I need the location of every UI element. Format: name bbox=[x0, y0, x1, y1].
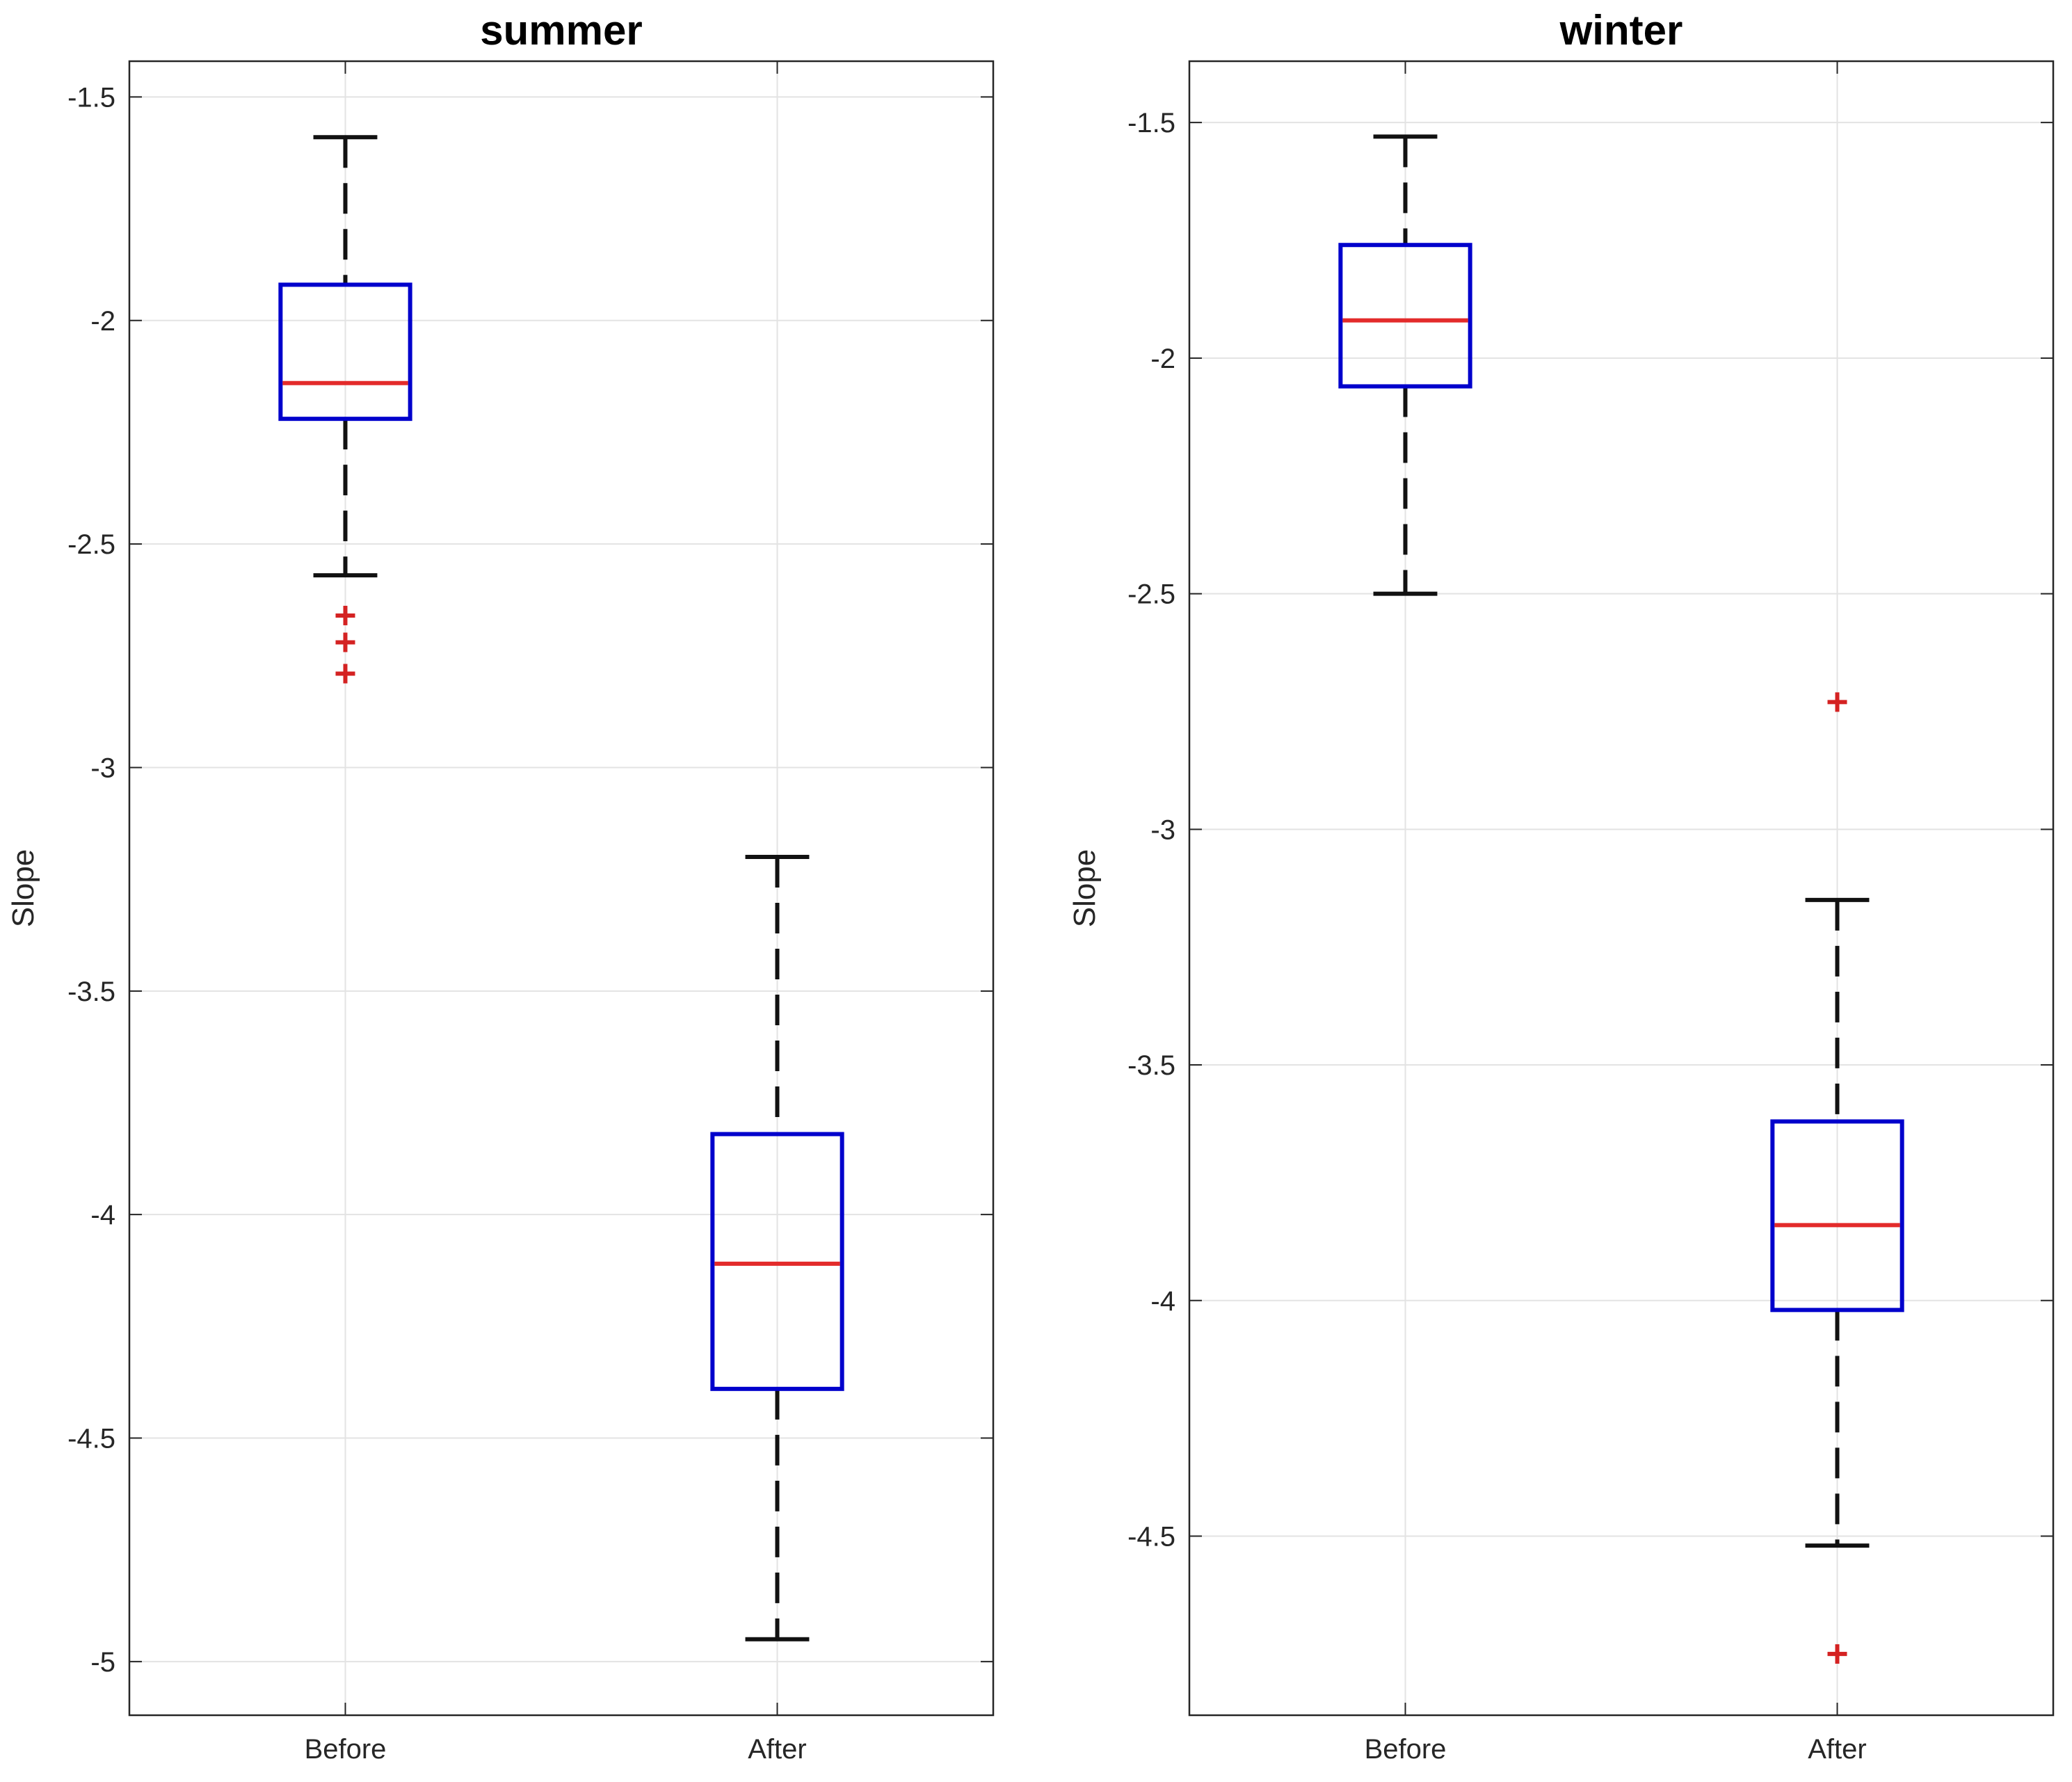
summer-ytick-label: -5 bbox=[90, 1647, 115, 1678]
winter-after-box bbox=[1770, 1119, 1904, 1313]
summer-axes-frame bbox=[128, 60, 995, 1717]
winter-after-outlier bbox=[1827, 1644, 1847, 1664]
winter-ytick-label: -4 bbox=[1150, 1286, 1175, 1317]
winter-title: winter bbox=[1559, 7, 1683, 54]
summer-ytick-label: -1.5 bbox=[67, 82, 115, 113]
summer-xtick-label-after: After bbox=[748, 1734, 806, 1765]
winter-ytick-label: -3.5 bbox=[1127, 1050, 1175, 1081]
summer-ytick-label: -2.5 bbox=[67, 529, 115, 560]
winter-xtick-label-after: After bbox=[1808, 1734, 1866, 1765]
summer-xtick-label-before: Before bbox=[305, 1734, 387, 1765]
winter-ytick-label: -2.5 bbox=[1127, 579, 1175, 610]
summer-ytick-label: -3.5 bbox=[67, 977, 115, 1007]
summer-before-outlier bbox=[335, 632, 355, 652]
summer-plot-area bbox=[129, 61, 993, 1715]
winter-ylabel: Slope bbox=[1068, 849, 1102, 928]
summer-panel: -1.5 -2 -2.5 -3 -3.5 -4 -4.5 -5 Before After summe… bbox=[6, 7, 995, 1765]
summer-ylabel: Slope bbox=[6, 849, 40, 928]
summer-title: summer bbox=[480, 7, 642, 54]
summer-ytick-label: -3 bbox=[90, 753, 115, 783]
summer-before-box bbox=[278, 282, 412, 422]
winter-ytick-label: -4.5 bbox=[1127, 1522, 1175, 1552]
winter-ytick-label: -2 bbox=[1150, 344, 1175, 374]
summer-ytick-label: -4.5 bbox=[67, 1424, 115, 1454]
summer-before-outlier bbox=[335, 605, 355, 625]
winter-ytick-label: -1.5 bbox=[1127, 108, 1175, 138]
winter-panel: -1.5 -2 -2.5 -3 -3.5 -4 -4.5 Before After winter S… bbox=[1068, 7, 2055, 1765]
summer-ytick-label: -2 bbox=[90, 306, 115, 337]
summer-ytick-label: -4 bbox=[90, 1200, 115, 1230]
winter-plot-area bbox=[1189, 61, 2053, 1715]
summer-before-outlier bbox=[335, 664, 355, 684]
winter-after-outlier bbox=[1827, 692, 1847, 712]
winter-axes-frame bbox=[1188, 60, 2055, 1717]
summer-after-box bbox=[710, 1132, 844, 1391]
winter-before-box bbox=[1338, 243, 1472, 389]
winter-xtick-label-before: Before bbox=[1365, 1734, 1447, 1765]
winter-ytick-label: -3 bbox=[1150, 814, 1175, 845]
